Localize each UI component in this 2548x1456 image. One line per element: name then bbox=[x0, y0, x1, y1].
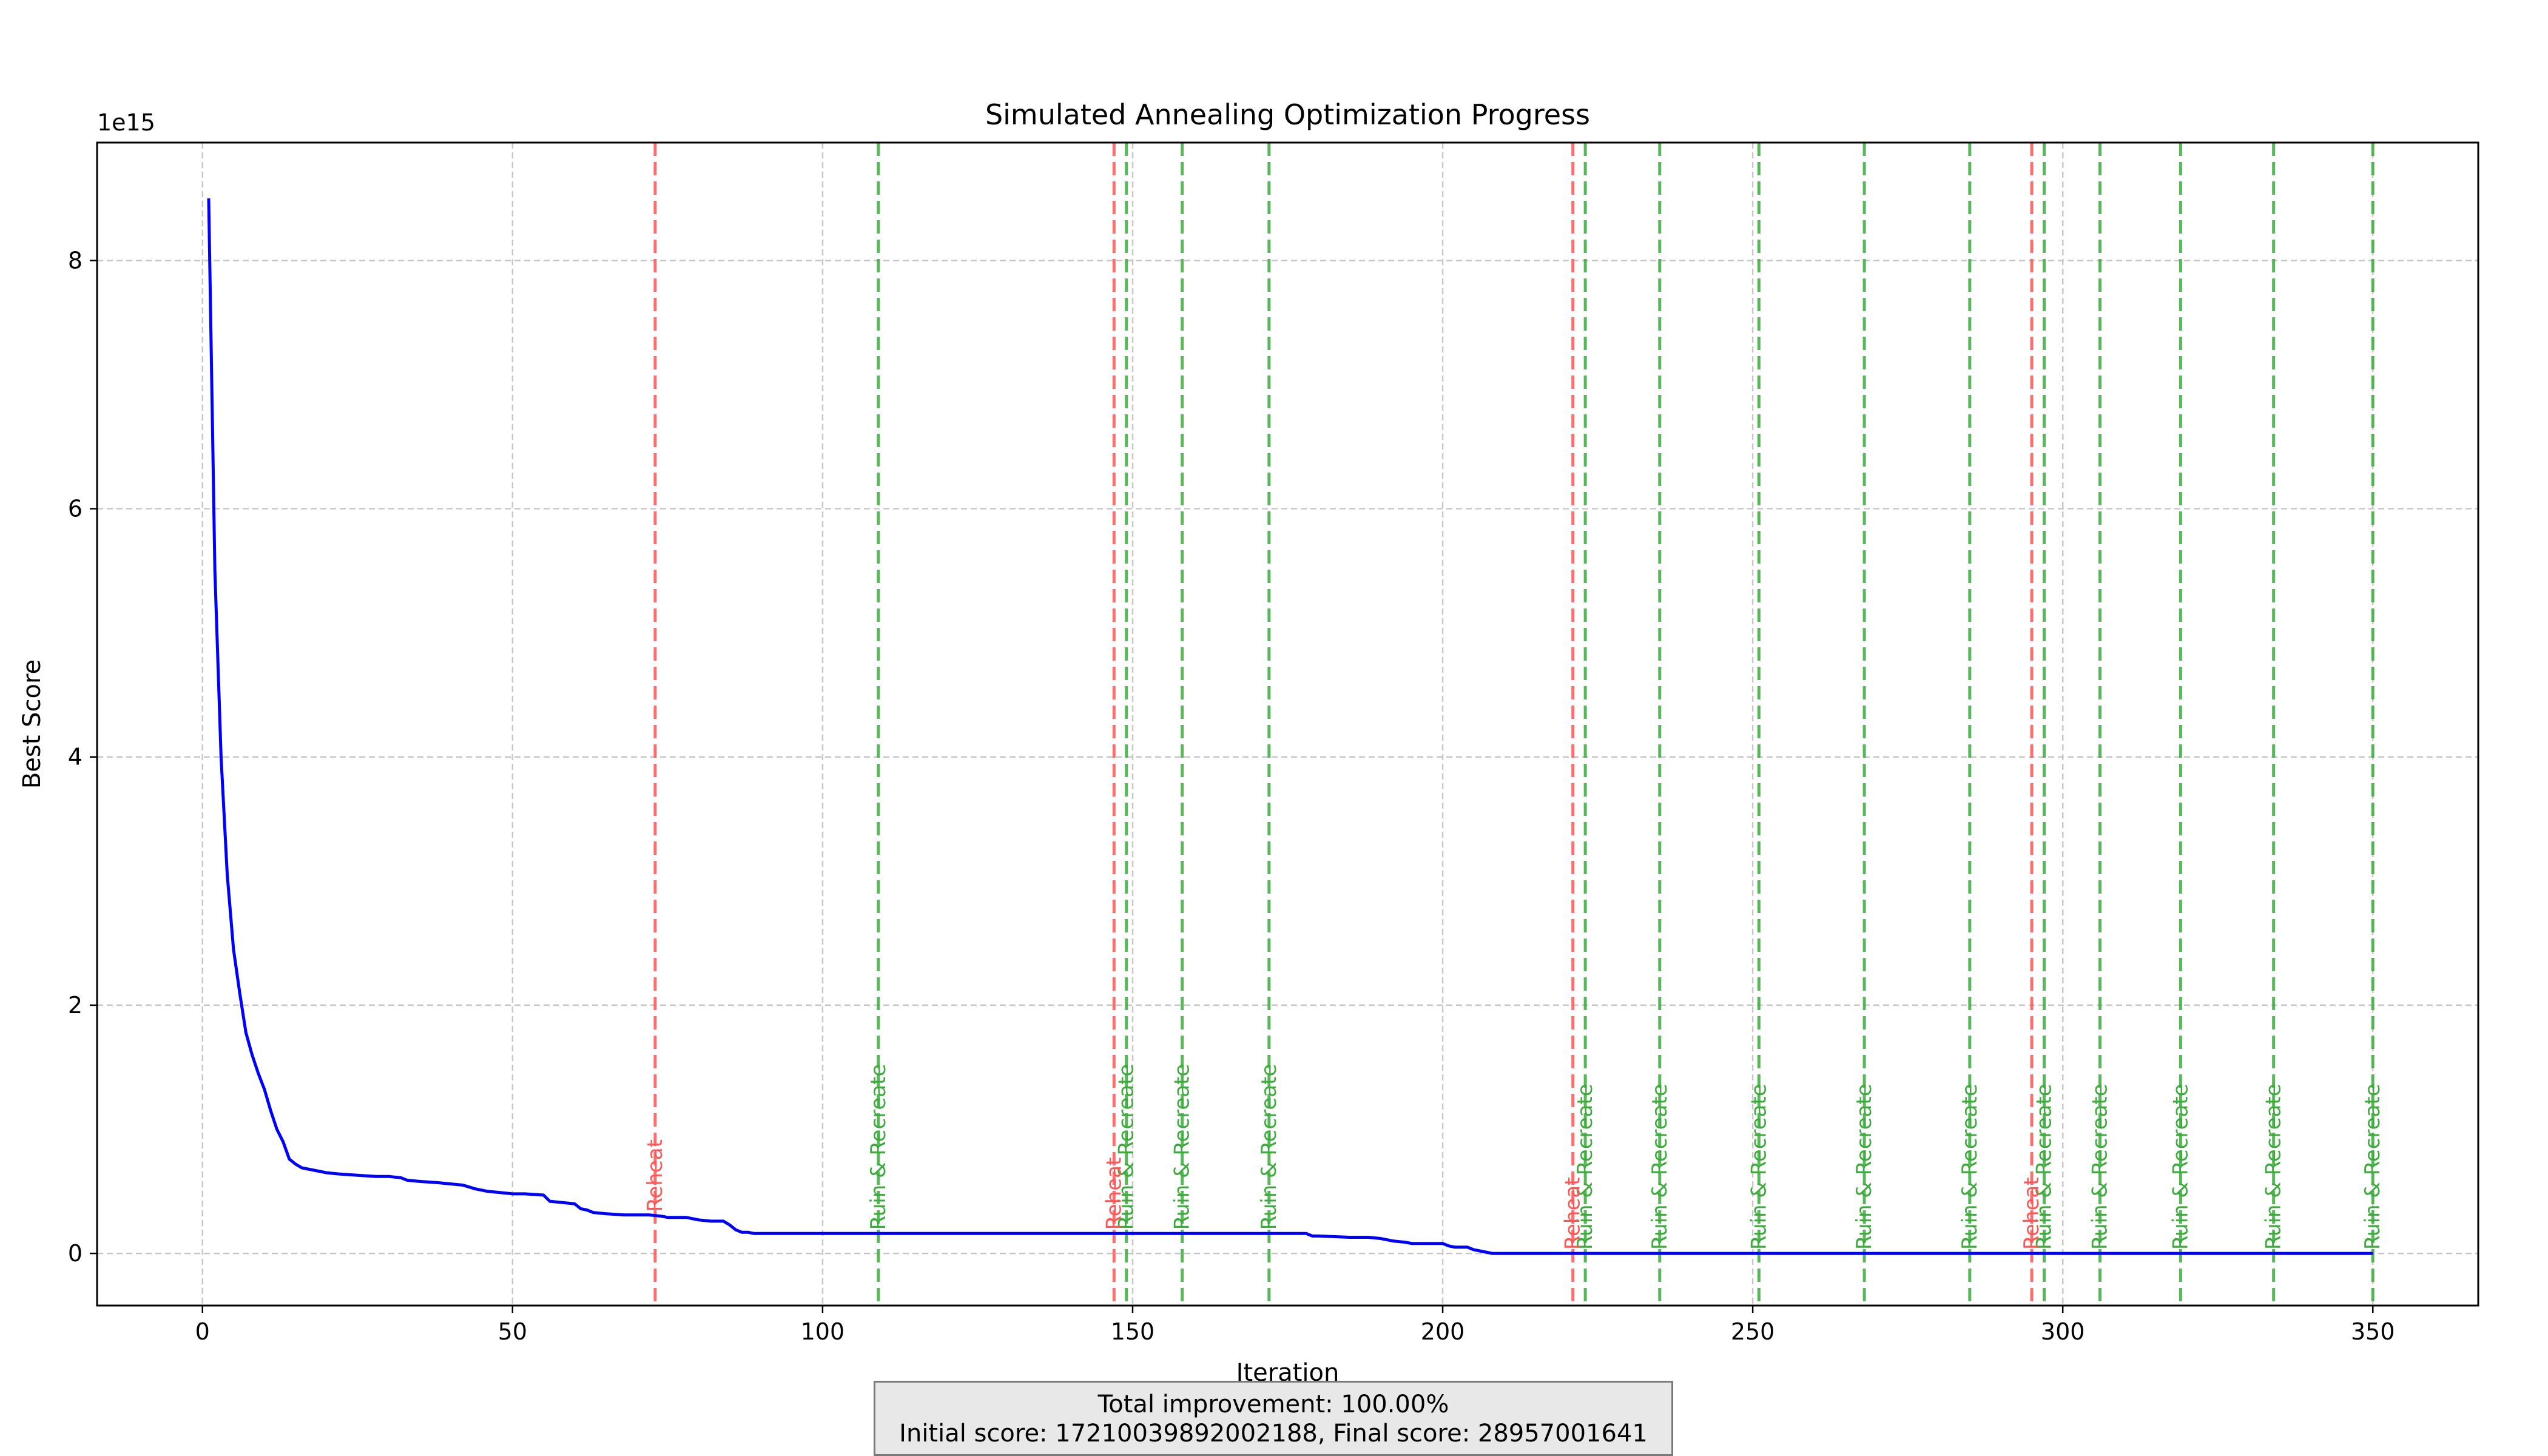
reheat-label: Reheat bbox=[1561, 1177, 1585, 1250]
y-tick-label: 8 bbox=[68, 247, 83, 274]
chart-title: Simulated Annealing Optimization Progres… bbox=[985, 98, 1590, 131]
series-line bbox=[207, 198, 2373, 1255]
event-annotations: Ruin & Recreate Ruin & Recreate Ruin & Rec… bbox=[643, 1064, 2385, 1250]
reheat-label: Reheat bbox=[2020, 1177, 2044, 1250]
x-tick-label: 0 bbox=[195, 1318, 210, 1345]
series bbox=[207, 198, 2373, 1255]
ruin-recreate-label: Ruin & Recreate bbox=[1170, 1064, 1195, 1230]
ruin-recreate-label: Ruin & Recreate bbox=[1648, 1084, 1672, 1250]
x-tick-label: 300 bbox=[2041, 1318, 2085, 1345]
y-tick-label: 2 bbox=[68, 992, 83, 1019]
ruin-recreate-label: Ruin & Recreate bbox=[1114, 1064, 1139, 1230]
ruin-recreate-label: Ruin & Recreate bbox=[2262, 1084, 2286, 1250]
x-tick-label: 50 bbox=[498, 1318, 527, 1345]
y-tick-label: 0 bbox=[68, 1240, 83, 1267]
x-tick-label: 150 bbox=[1111, 1318, 1155, 1345]
reheat-label: Reheat bbox=[643, 1139, 667, 1212]
ruin-recreate-label: Ruin & Recreate bbox=[2361, 1084, 2385, 1250]
ruin-recreate-label: Ruin & Recreate bbox=[1852, 1084, 1876, 1250]
summary-improvement: Total improvement: 100.00% bbox=[1097, 1390, 1449, 1418]
plot-frame bbox=[96, 141, 2479, 1307]
x-tick-label: 350 bbox=[2351, 1318, 2395, 1345]
ruin-recreate-label: Ruin & Recreate bbox=[2088, 1084, 2112, 1250]
y-tick-label: 6 bbox=[68, 496, 83, 522]
y-offset-label: 1e15 bbox=[97, 109, 155, 136]
ruin-recreate-label: Ruin & Recreate bbox=[2168, 1084, 2192, 1250]
ruin-recreate-label: Ruin & Recreate bbox=[1958, 1084, 1982, 1250]
x-tick-label: 200 bbox=[1421, 1318, 1465, 1345]
y-tick-label: 4 bbox=[68, 744, 83, 770]
x-tick-label: 100 bbox=[801, 1318, 845, 1345]
reheat-label: Reheat bbox=[1102, 1158, 1126, 1230]
ruin-recreate-label: Ruin & Recreate bbox=[2032, 1084, 2057, 1250]
ruin-recreate-label: Ruin & Recreate bbox=[1257, 1064, 1281, 1230]
ruin-recreate-label: Ruin & Recreate bbox=[1747, 1084, 1771, 1250]
summary-box: Total improvement: 100.00% Initial score… bbox=[874, 1381, 1673, 1456]
ruin-recreate-label: Ruin & Recreate bbox=[1573, 1084, 1597, 1250]
summary-scores: Initial score: 17210039892002188, Final … bbox=[899, 1420, 1648, 1448]
axis-ticks: 0 50 100 150 200 250 300 350 0 2 4 6 8 bbox=[68, 247, 2395, 1345]
y-axis-label: Best Score bbox=[18, 659, 46, 789]
ruin-recreate-label: Ruin & Recreate bbox=[866, 1064, 891, 1230]
x-tick-label: 250 bbox=[1731, 1318, 1775, 1345]
